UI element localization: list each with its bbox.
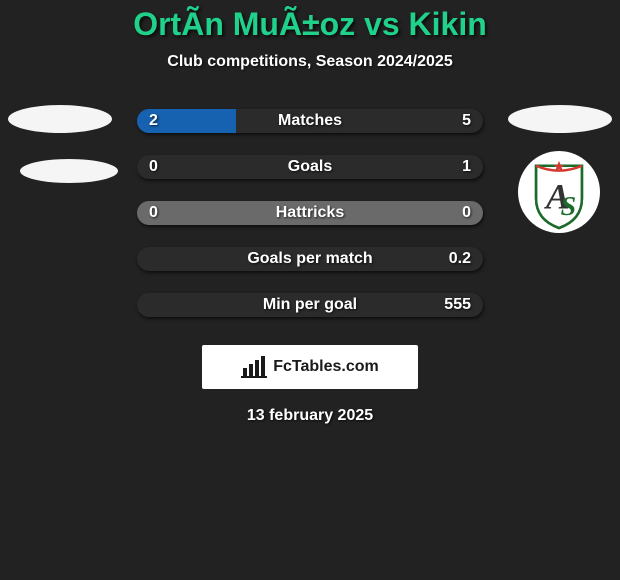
stat-bar-value-left: 0 xyxy=(137,155,170,179)
badge-letter-s: S xyxy=(561,191,577,222)
player1-club-placeholder xyxy=(20,159,118,183)
comparison-subtitle: Club competitions, Season 2024/2025 xyxy=(0,53,620,71)
stat-bar-label: Goals xyxy=(288,158,332,176)
stat-bar-value-right: 555 xyxy=(432,293,483,317)
player2-club-badge: A S xyxy=(518,151,600,233)
player1-photo-placeholder xyxy=(8,105,112,133)
stat-bar-label: Matches xyxy=(278,112,342,130)
stat-bars: Matches 2 5 Goals 0 1 Hattricks 0 0 Goals per mat… xyxy=(137,109,483,317)
stat-bar-value-left: 2 xyxy=(137,109,170,133)
stat-bar-value-left: 0 xyxy=(137,201,170,225)
stat-bar: Goals 0 1 xyxy=(137,155,483,179)
stat-bar-label: Hattricks xyxy=(276,204,344,222)
stat-bar: Goals per match 0.2 xyxy=(137,247,483,271)
branding-text: FcTables.com xyxy=(273,358,379,376)
stat-bar: Hattricks 0 0 xyxy=(137,201,483,225)
stat-bar: Matches 2 5 xyxy=(137,109,483,133)
snapshot-date: 13 february 2025 xyxy=(0,407,620,425)
bar-chart-icon xyxy=(241,356,267,378)
player2-photo-placeholder xyxy=(508,105,612,133)
stat-bar-value-right: 5 xyxy=(450,109,483,133)
stat-bar-label: Min per goal xyxy=(263,296,357,314)
branding-box: FcTables.com xyxy=(202,345,418,389)
comparison-title: OrtÃn MuÃ±oz vs Kikin xyxy=(0,0,620,43)
stat-bar-label: Goals per match xyxy=(247,250,372,268)
club-badge-icon: A S xyxy=(518,151,600,233)
stat-bar-value-right: 1 xyxy=(450,155,483,179)
stats-area: A S Matches 2 5 Goals 0 1 Hattricks 0 0 Goals per… xyxy=(0,109,620,317)
stat-bar-value-right: 0.2 xyxy=(437,247,483,271)
stat-bar-value-right: 0 xyxy=(450,201,483,225)
stat-bar: Min per goal 555 xyxy=(137,293,483,317)
